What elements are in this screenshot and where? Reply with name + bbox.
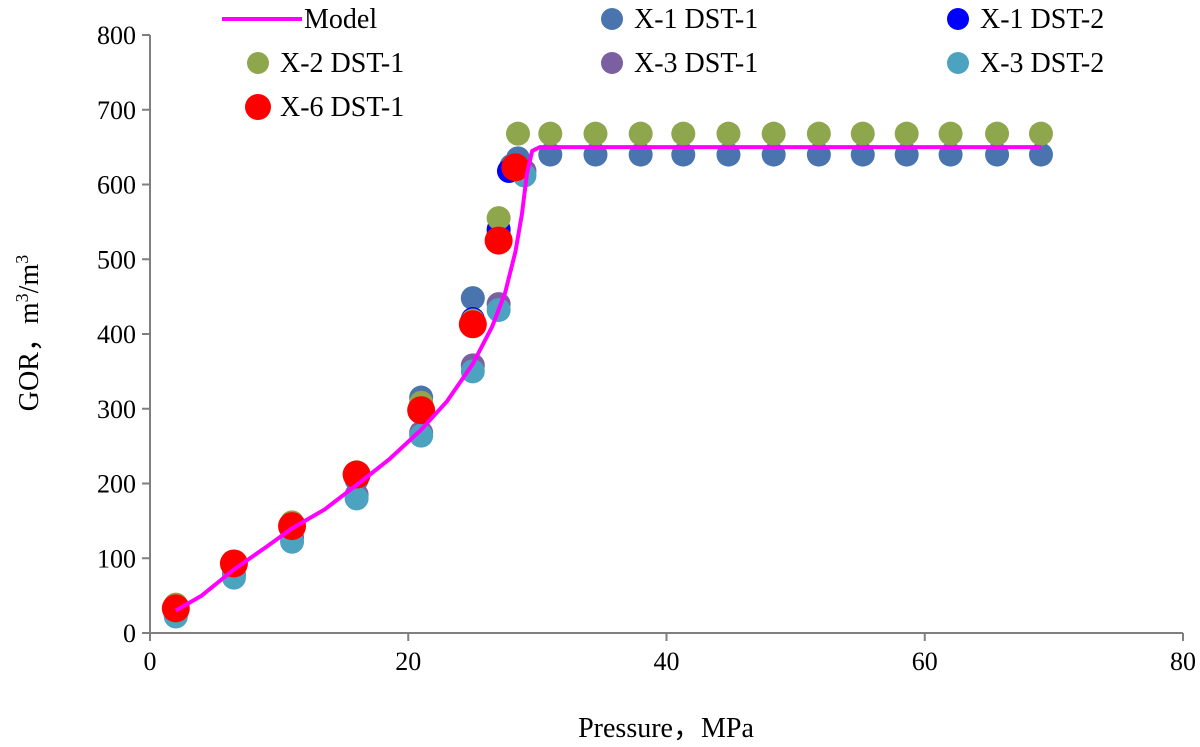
data-point bbox=[506, 121, 531, 146]
legend-item-x-3-dst-2: X-3 DST-2 bbox=[947, 48, 1104, 79]
data-point bbox=[219, 549, 248, 578]
series-x-1-dst-2 bbox=[163, 156, 528, 619]
legend-marker-swatch bbox=[601, 52, 623, 74]
y-tick-label: 600 bbox=[97, 171, 136, 200]
legend-item-x-6-dst-1: X-6 DST-1 bbox=[245, 92, 404, 123]
legend-marker-swatch bbox=[245, 94, 271, 120]
legend-item-x-1-dst-2: X-1 DST-2 bbox=[947, 4, 1104, 35]
data-point bbox=[407, 396, 436, 425]
data-point bbox=[460, 359, 485, 384]
y-tick-label: 300 bbox=[97, 395, 136, 424]
y-axis-label-sup2: 3 bbox=[12, 255, 32, 264]
data-point bbox=[628, 121, 653, 146]
data-point bbox=[806, 121, 831, 146]
legend-label: X-1 DST-2 bbox=[980, 4, 1104, 35]
data-point bbox=[1028, 121, 1053, 146]
data-point bbox=[894, 121, 919, 146]
tick-labels: 0 100 200 300 400 500 600 700 800 0 20 40 60 80 bbox=[97, 21, 1196, 676]
legend-item-model: Model bbox=[222, 4, 377, 35]
y-tick-label: 500 bbox=[97, 245, 136, 274]
data-point bbox=[583, 121, 608, 146]
y-axis-label-sup1: 3 bbox=[12, 293, 32, 302]
model-line bbox=[174, 145, 1041, 613]
legend-marker-swatch bbox=[947, 52, 969, 74]
y-axis-label-mid: /m bbox=[14, 264, 45, 294]
data-point bbox=[409, 423, 434, 448]
y-tick-label: 800 bbox=[97, 21, 136, 50]
y-tick-label: 400 bbox=[97, 320, 136, 349]
legend-marker-swatch bbox=[947, 8, 969, 30]
data-point bbox=[938, 121, 963, 146]
legend-label: X-2 DST-1 bbox=[280, 48, 404, 79]
legend-label: X-1 DST-1 bbox=[634, 4, 758, 35]
data-point bbox=[716, 121, 741, 146]
legend-item-x-1-dst-1: X-1 DST-1 bbox=[601, 4, 758, 35]
series-x-3-dst-1 bbox=[163, 159, 537, 627]
y-tick-label: 100 bbox=[97, 544, 136, 573]
data-point bbox=[458, 310, 487, 339]
legend-label: X-3 DST-2 bbox=[980, 48, 1104, 79]
y-axis-label: GOR，m3/m3 bbox=[12, 255, 45, 411]
legend-item-x-3-dst-1: X-3 DST-1 bbox=[601, 48, 758, 79]
scatter-markers bbox=[161, 121, 1053, 629]
data-point bbox=[850, 121, 875, 146]
legend-label: X-3 DST-1 bbox=[634, 48, 758, 79]
legend-marker-swatch bbox=[247, 52, 269, 74]
y-tick-label: 200 bbox=[97, 470, 136, 499]
data-point bbox=[501, 153, 530, 182]
data-point bbox=[486, 206, 511, 231]
series-x-6-dst-1 bbox=[161, 153, 530, 623]
data-point bbox=[985, 121, 1010, 146]
data-point bbox=[761, 121, 786, 146]
legend-marker-swatch bbox=[601, 8, 623, 30]
legend-item-x-2-dst-1: X-2 DST-1 bbox=[247, 48, 404, 79]
data-point bbox=[344, 486, 369, 511]
x-tick-label: 40 bbox=[654, 647, 680, 676]
y-axis-label-main: GOR，m bbox=[14, 302, 45, 411]
x-axis-label: Pressure，MPa bbox=[578, 713, 754, 744]
x-tick-label: 20 bbox=[395, 647, 421, 676]
series-x-3-dst-2 bbox=[163, 163, 537, 629]
legend-label: X-6 DST-1 bbox=[280, 92, 404, 123]
data-point bbox=[671, 121, 696, 146]
legend: Model X-1 DST-1 X-1 DST-2 X-2 DST-1 X-3 DST-… bbox=[222, 4, 1104, 123]
data-point bbox=[484, 226, 513, 255]
data-point bbox=[538, 121, 563, 146]
axis-ticks bbox=[142, 34, 1184, 641]
series-x-2-dst-1 bbox=[163, 121, 1053, 617]
y-tick-label: 0 bbox=[123, 619, 136, 648]
data-point bbox=[460, 286, 485, 311]
x-tick-label: 60 bbox=[912, 647, 938, 676]
x-tick-label: 0 bbox=[144, 647, 157, 676]
legend-label: Model bbox=[304, 4, 377, 35]
y-tick-label: 700 bbox=[97, 96, 136, 125]
x-tick-label: 80 bbox=[1170, 647, 1196, 676]
